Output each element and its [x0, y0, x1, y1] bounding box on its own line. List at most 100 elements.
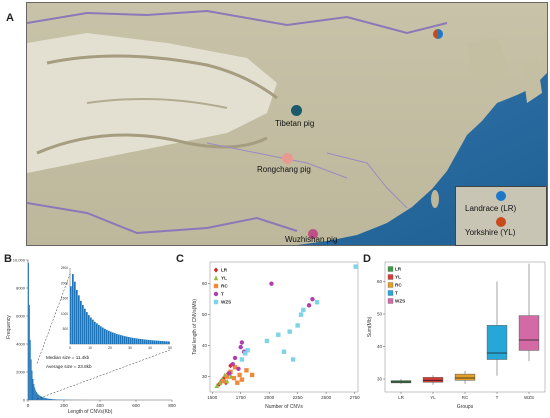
box-x-tick-label: WZS — [524, 395, 534, 400]
hist-x-tick-label: 800 — [168, 403, 176, 408]
hist-bar — [35, 390, 37, 400]
box-legend-label-yl: YL — [395, 275, 401, 280]
hist-bar — [50, 398, 52, 400]
box-legend-marker-lr — [387, 266, 394, 272]
lr-yl-marker — [433, 29, 443, 39]
scatter-x-tick-label: 1750 — [236, 395, 247, 400]
panel-a-letter: A — [6, 12, 14, 24]
scatter-point-wzs — [239, 357, 245, 362]
inset-hist-bar — [84, 308, 86, 344]
scatter-point-wzs — [245, 348, 250, 353]
box-rc — [454, 373, 476, 381]
inset-hist-bar — [130, 337, 132, 344]
scatter-y-tick-label: 30 — [202, 374, 208, 379]
inset-hist-bar — [116, 333, 118, 344]
scatter-x-tick-label: 2250 — [293, 395, 304, 400]
scatter-point-t — [310, 296, 315, 302]
inset-hist-bar — [164, 341, 166, 344]
box-y-axis-label: Sum(Mb) — [367, 316, 373, 337]
inset-hist-bar — [142, 339, 144, 344]
hist-bar — [37, 393, 38, 400]
scatter-point-t — [238, 344, 243, 350]
inset-hist-bar — [74, 281, 76, 344]
box-wzs — [518, 315, 540, 351]
scatter-y-axis-label: Total length of CNVs(Mb) — [192, 299, 198, 355]
scatter-point-wzs — [276, 332, 281, 337]
hist-x-tick-label: 400 — [96, 403, 104, 408]
box-y-tick-label: 40 — [377, 344, 383, 349]
inset-hist-bar — [148, 339, 150, 344]
panel-c-letter: C — [176, 253, 184, 265]
scatter-point-rc — [232, 365, 238, 370]
inset-hist-bar — [90, 317, 92, 344]
hist-bar — [55, 399, 56, 400]
scatter-point-t — [306, 303, 312, 308]
hist-bar — [51, 399, 53, 400]
inset-hist-bar — [114, 333, 116, 344]
box-t — [486, 325, 508, 360]
hist-y-tick-label: 10,000 — [13, 258, 26, 263]
cnv-scatter-plot: 30 40 50 60 1500 1750 2000 2250 2500 2750 Number o… — [192, 261, 361, 410]
wuzhishan-pig-label: Wuzhishan pig — [285, 235, 338, 244]
box-x-tick-label: LR — [398, 395, 405, 400]
scatter-point-t — [232, 355, 238, 361]
box-yl — [422, 377, 444, 383]
scatter-y-tick-label: 40 — [202, 343, 208, 348]
scatter-plot-area — [209, 261, 359, 393]
box-legend-label-wzs: WZS — [395, 299, 405, 304]
inset-hist-bar — [152, 340, 154, 344]
average-size-annotation: Average size = 23.8kb — [46, 364, 92, 369]
inset-hist-bar — [158, 340, 160, 344]
landrace-label: Landrace (LR) — [465, 204, 517, 213]
scatter-point-t — [227, 371, 232, 376]
inset-x-tick-label: 40 — [148, 346, 152, 350]
inset-hist-bar — [112, 332, 114, 344]
box-x-tick-label: YL — [430, 395, 436, 400]
scatter-point-wzs — [264, 338, 270, 344]
inset-hist-bar — [100, 326, 102, 344]
zoom-guide-line — [36, 349, 171, 400]
yorkshire-marker — [496, 217, 506, 227]
scatter-point-wzs — [243, 351, 248, 356]
hist-bar — [54, 399, 55, 400]
inset-hist-bar — [136, 338, 138, 344]
box-legend-marker-t — [387, 290, 394, 296]
scatter-x-tick-label: 2750 — [350, 395, 361, 400]
inset-hist-bar — [120, 335, 122, 344]
inset-hist-bar — [76, 289, 78, 344]
scatter-point-t — [230, 361, 235, 367]
inset-hist-bar — [96, 323, 98, 344]
scatter-point-wzs — [301, 307, 306, 313]
inset-hist-bar — [126, 336, 128, 344]
landrace-marker — [496, 191, 506, 201]
inset-hist-bar — [166, 341, 168, 344]
median-size-annotation: Median size = 11.4kb — [46, 355, 90, 360]
inset-hist-bar — [86, 312, 88, 344]
hist-bar — [53, 399, 55, 400]
hist-bar — [46, 398, 47, 400]
scatter-point-wzs — [290, 357, 296, 362]
box-x-axis-label: Groups — [457, 404, 474, 410]
scatter-x-tick-label: 1500 — [207, 395, 218, 400]
hist-bar — [34, 387, 36, 400]
hist-bar — [30, 359, 32, 400]
legend-label-rc: RC — [221, 284, 228, 289]
inset-y-tick-label: 2500 — [61, 266, 68, 270]
inset-hist-bar — [82, 305, 84, 344]
hist-y-tick-label: 0 — [23, 398, 26, 403]
inset-x-tick-label: 10 — [88, 346, 92, 350]
scatter-point-wzs — [298, 312, 304, 317]
inset-x-tick-label: 50 — [168, 346, 172, 350]
inset-y-tick-label: 2000 — [61, 281, 68, 285]
hist-bar — [36, 392, 37, 400]
box-y-tick-label: 50 — [377, 312, 383, 317]
scatter-point-rc — [235, 380, 240, 385]
panel-b-letter: B — [4, 253, 12, 265]
hist-x-axis-label: Length of CNVs(Kb) — [68, 409, 113, 415]
tibetan-pig-label: Tibetan pig — [275, 119, 315, 128]
legend-marker-yl — [213, 275, 219, 281]
box-legend-label-rc: RC — [395, 283, 402, 288]
zoom-guide-line — [36, 273, 71, 364]
box-y-tick-label: 60 — [377, 279, 383, 284]
